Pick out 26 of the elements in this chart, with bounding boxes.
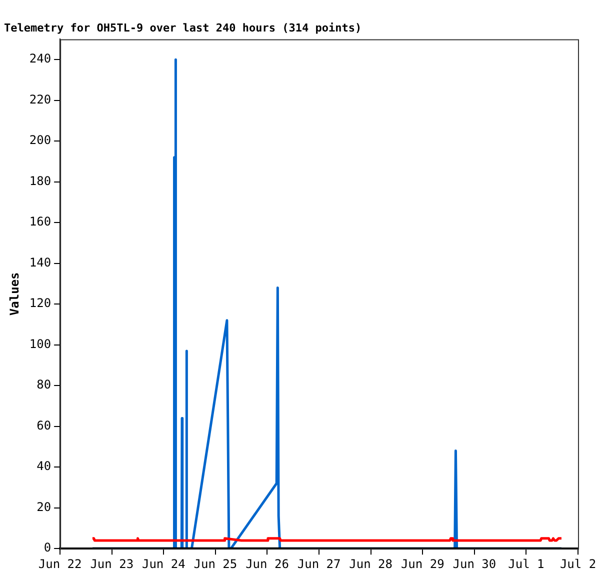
x-tick-label: Jun 22 <box>38 556 82 571</box>
x-tick-label: Jun 30 <box>452 556 496 571</box>
x-tick-label: Jun 24 <box>142 556 186 571</box>
chart-title: Telemetry for OH5TL-9 over last 240 hours (314 points) <box>4 21 362 34</box>
y-tick-label: 120 <box>29 296 52 310</box>
y-tick-label: 20 <box>36 500 52 514</box>
x-tick-label: Jul 1 <box>508 556 544 571</box>
y-tick-label: 0 <box>44 540 52 555</box>
x-tick-label: Jul 2 <box>560 556 596 571</box>
y-axis-title: Values <box>7 272 22 316</box>
x-tick-label: Jun 29 <box>400 556 444 571</box>
y-tick-label: 140 <box>29 255 52 270</box>
y-tick-label: 100 <box>29 336 52 351</box>
y-tick-label: 160 <box>29 214 52 229</box>
y-tick-label: 220 <box>29 92 52 106</box>
x-tick-label: Jun 28 <box>349 556 393 571</box>
x-tick-label: Jun 26 <box>246 556 289 571</box>
x-tick-label: Jun 25 <box>194 556 238 571</box>
y-tick-label: 240 <box>29 52 52 66</box>
y-tick-label: 40 <box>36 459 52 474</box>
x-tick-label: Jun 23 <box>90 556 134 571</box>
y-tick-label: 80 <box>36 378 52 392</box>
y-tick-label: 200 <box>29 133 52 148</box>
x-tick-label: Jun 27 <box>297 556 341 571</box>
y-tick-label: 180 <box>29 174 52 188</box>
y-tick-label: 60 <box>36 418 52 432</box>
